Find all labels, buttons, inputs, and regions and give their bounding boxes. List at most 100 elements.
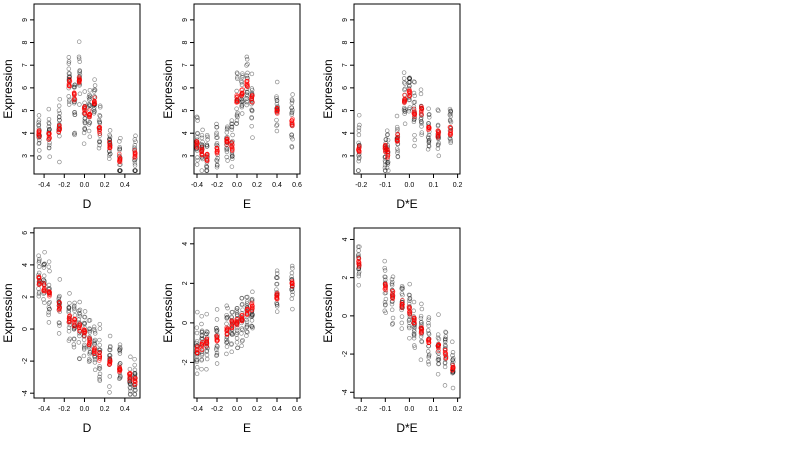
observed-point (41, 262, 46, 268)
observed-point (91, 107, 97, 112)
observed-point (244, 325, 249, 330)
observed-point (274, 123, 279, 128)
observed-point (215, 156, 220, 161)
fitted-point (81, 330, 87, 336)
observed-point (425, 134, 431, 140)
observed-point (235, 345, 240, 350)
observed-point (442, 360, 448, 365)
fitted-point (229, 318, 234, 324)
observed-point (412, 99, 418, 105)
fitted-point (425, 337, 431, 342)
observed-point (97, 139, 102, 145)
observed-point (401, 107, 407, 113)
observed-point (72, 308, 77, 313)
observed-point (443, 330, 449, 335)
observed-point (274, 98, 280, 103)
panel-5: -0.4 -0.2 0.0 0.2 0.4 0.6 -2 0 2 4 E Expression (161, 227, 302, 435)
observed-point (195, 130, 200, 136)
observed-point (72, 303, 77, 309)
observed-point (225, 339, 230, 344)
observed-points (36, 249, 138, 397)
observed-point (412, 325, 417, 330)
x-tick-label: -0.1 (379, 182, 391, 189)
observed-point (407, 325, 412, 331)
observed-point (92, 83, 98, 88)
observed-point (406, 79, 412, 85)
fitted-point (204, 154, 209, 159)
observed-point (402, 107, 408, 112)
observed-point (289, 145, 295, 150)
observed-point (239, 296, 245, 301)
observed-point (419, 339, 425, 345)
observed-point (77, 59, 82, 64)
y-tick-label: 8 (182, 40, 189, 44)
observed-point (426, 330, 431, 336)
observed-point (356, 156, 362, 161)
fitted-point (229, 325, 234, 331)
observed-point (389, 281, 395, 287)
fitted-point (245, 306, 250, 312)
fitted-point (194, 347, 200, 353)
observed-point (214, 124, 220, 130)
observed-point (82, 321, 87, 327)
observed-point (389, 301, 395, 307)
observed-point (289, 110, 294, 116)
observed-point (133, 168, 138, 173)
observed-point (77, 68, 83, 74)
x-tick-label: 0.1 (429, 406, 439, 413)
observed-point (234, 121, 239, 126)
observed-point (289, 134, 294, 140)
observed-point (195, 115, 200, 121)
observed-point (214, 326, 219, 331)
observed-point (250, 313, 255, 318)
fitted-point (411, 106, 417, 112)
observed-point (96, 347, 102, 352)
observed-point (87, 351, 92, 357)
observed-point (77, 91, 83, 97)
observed-point (383, 159, 388, 165)
observed-point (132, 385, 138, 390)
observed-point (426, 132, 432, 138)
observed-point (274, 79, 280, 85)
observed-point (419, 338, 424, 344)
observed-point (239, 104, 245, 110)
observed-point (412, 93, 417, 99)
observed-point (118, 373, 123, 379)
observed-point (91, 324, 97, 330)
observed-point (425, 147, 431, 152)
observed-point (290, 292, 295, 298)
fitted-point (117, 364, 122, 370)
observed-point (37, 137, 42, 143)
observed-point (244, 299, 250, 304)
observed-point (289, 112, 294, 117)
observed-point (36, 123, 41, 128)
fitted-point (450, 363, 456, 368)
observed-point (71, 344, 77, 350)
observed-point (224, 351, 229, 357)
observed-point (225, 125, 230, 131)
observed-point (290, 92, 295, 97)
observed-point (214, 343, 220, 349)
observed-point (128, 381, 133, 387)
observed-point (239, 82, 245, 88)
x-tick-label: 0.0 (232, 406, 242, 413)
observed-point (407, 296, 413, 301)
fitted-point (230, 145, 235, 151)
observed-point (382, 268, 388, 273)
y-tick-label: 9 (22, 18, 29, 22)
observed-point (230, 331, 235, 337)
observed-point (234, 88, 239, 94)
observed-point (72, 112, 78, 117)
observed-point (382, 162, 388, 168)
observed-point (427, 112, 432, 117)
observed-point (386, 168, 391, 173)
observed-point (435, 357, 441, 363)
observed-point (384, 132, 390, 138)
observed-point (418, 313, 424, 319)
observed-point (442, 383, 448, 388)
observed-point (87, 103, 92, 109)
fitted-point (436, 132, 441, 137)
observed-point (274, 301, 280, 307)
observed-point (67, 97, 72, 103)
observed-point (67, 71, 72, 76)
